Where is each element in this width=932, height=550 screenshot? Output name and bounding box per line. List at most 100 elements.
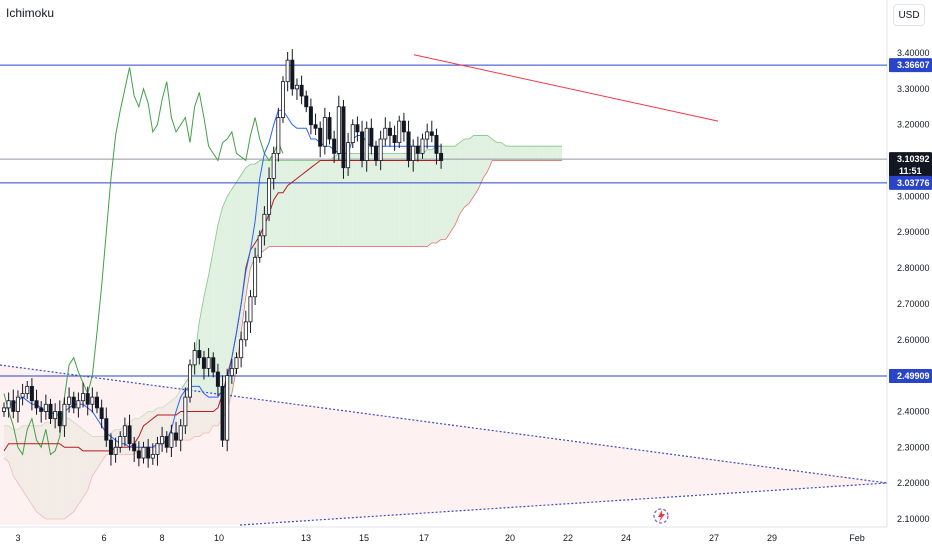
candle — [420, 138, 425, 154]
triangle-lower-trendline[interactable] — [239, 482, 888, 526]
cloud-segment — [473, 135, 479, 197]
cloud-segment — [441, 146, 446, 240]
candle — [206, 357, 211, 369]
cloud-segment — [557, 146, 562, 161]
cloud-segment — [482, 135, 488, 179]
candle — [229, 368, 234, 377]
cloud-segment — [450, 146, 456, 233]
candle — [225, 375, 230, 441]
currency-button[interactable]: USD — [893, 4, 925, 26]
candle — [271, 152, 276, 179]
cloud-segment — [362, 153, 367, 247]
triangle-upper-trendline[interactable] — [0, 364, 888, 484]
price-tag-label: 3.03776 — [897, 178, 930, 188]
candle — [364, 127, 369, 161]
candle — [350, 124, 355, 144]
candle — [57, 411, 62, 427]
candle — [322, 117, 327, 147]
cloud-segment — [501, 142, 507, 161]
candle — [341, 106, 346, 169]
cloud-segment — [320, 160, 325, 247]
time-tick-label: 10 — [214, 533, 224, 543]
time-tick-label: 20 — [505, 533, 515, 543]
candle — [81, 393, 86, 402]
price-tick-label: 3.00000 — [897, 191, 930, 201]
candle — [25, 385, 30, 394]
candle — [239, 339, 244, 359]
cloud-segment — [510, 146, 516, 161]
candle — [262, 213, 267, 237]
candle — [85, 393, 90, 405]
cloud-segment — [250, 164, 256, 269]
cloud-segment — [348, 153, 353, 247]
time-tick-label: 6 — [101, 533, 106, 543]
cloud-segment — [520, 146, 525, 161]
cloud-segment — [334, 153, 339, 247]
time-tick-label: 15 — [359, 533, 369, 543]
candle — [178, 425, 183, 441]
cloud-segment — [296, 160, 302, 247]
price-tag: 3.03776 — [889, 175, 932, 190]
cloud-segment — [464, 139, 469, 208]
price-tick-label: 3.30000 — [897, 84, 930, 94]
candle — [383, 127, 388, 140]
cloud-segment — [431, 146, 437, 243]
candle — [439, 152, 444, 161]
lightning-icon[interactable] — [653, 508, 669, 524]
candle — [132, 443, 137, 452]
descending-trendline[interactable] — [413, 54, 719, 122]
candle — [76, 400, 81, 409]
price-tick-label: 2.40000 — [897, 406, 930, 416]
candle — [290, 59, 295, 90]
candle — [304, 95, 309, 108]
candle — [415, 145, 420, 154]
cloud-segment — [315, 160, 321, 247]
candle — [29, 385, 34, 402]
price-tick-label: 2.10000 — [897, 514, 930, 524]
candle — [62, 403, 67, 427]
cloud-segment — [283, 160, 288, 247]
cloud-segment — [371, 153, 376, 247]
time-tick-label: 8 — [159, 533, 164, 543]
candle — [294, 84, 299, 90]
cloud-segment — [227, 189, 232, 412]
candle — [95, 396, 100, 409]
cloud-segment — [380, 153, 386, 247]
candle — [201, 357, 206, 369]
candles — [2, 49, 444, 468]
candle — [411, 145, 416, 161]
candle — [406, 131, 411, 161]
cloud-segment — [492, 139, 497, 161]
candle — [146, 446, 151, 459]
candle — [164, 436, 169, 448]
cloud-segment — [413, 153, 418, 247]
cloud-segment — [217, 207, 223, 426]
candle — [15, 396, 20, 412]
candle — [369, 127, 374, 147]
price-tick-label: 3.20000 — [897, 120, 930, 130]
cloud-segment — [208, 250, 214, 433]
candle — [429, 131, 434, 136]
chikou-span-line — [3, 67, 284, 456]
price-tag-label: 3.10392 — [897, 154, 930, 164]
candle — [425, 131, 430, 140]
price-tag: 2.49909 — [889, 368, 932, 383]
candle — [257, 235, 262, 258]
indicator-label[interactable]: Ichimoku — [6, 6, 55, 20]
candle — [215, 371, 220, 387]
candle — [192, 350, 197, 366]
cloud-segment — [515, 146, 521, 161]
candle — [136, 450, 141, 459]
candle — [34, 400, 39, 409]
cloud-segment — [496, 142, 502, 161]
cloud-segment — [422, 149, 428, 247]
candle — [434, 135, 439, 154]
time-axis[interactable]: 3 6 8 10 13 15 17 20 22 24 27 29 Feb — [15, 533, 864, 543]
candle — [387, 127, 392, 136]
candle — [327, 117, 332, 140]
cloud-segment — [236, 174, 242, 369]
candle — [211, 357, 216, 373]
candle — [48, 403, 53, 420]
candle — [6, 400, 11, 409]
